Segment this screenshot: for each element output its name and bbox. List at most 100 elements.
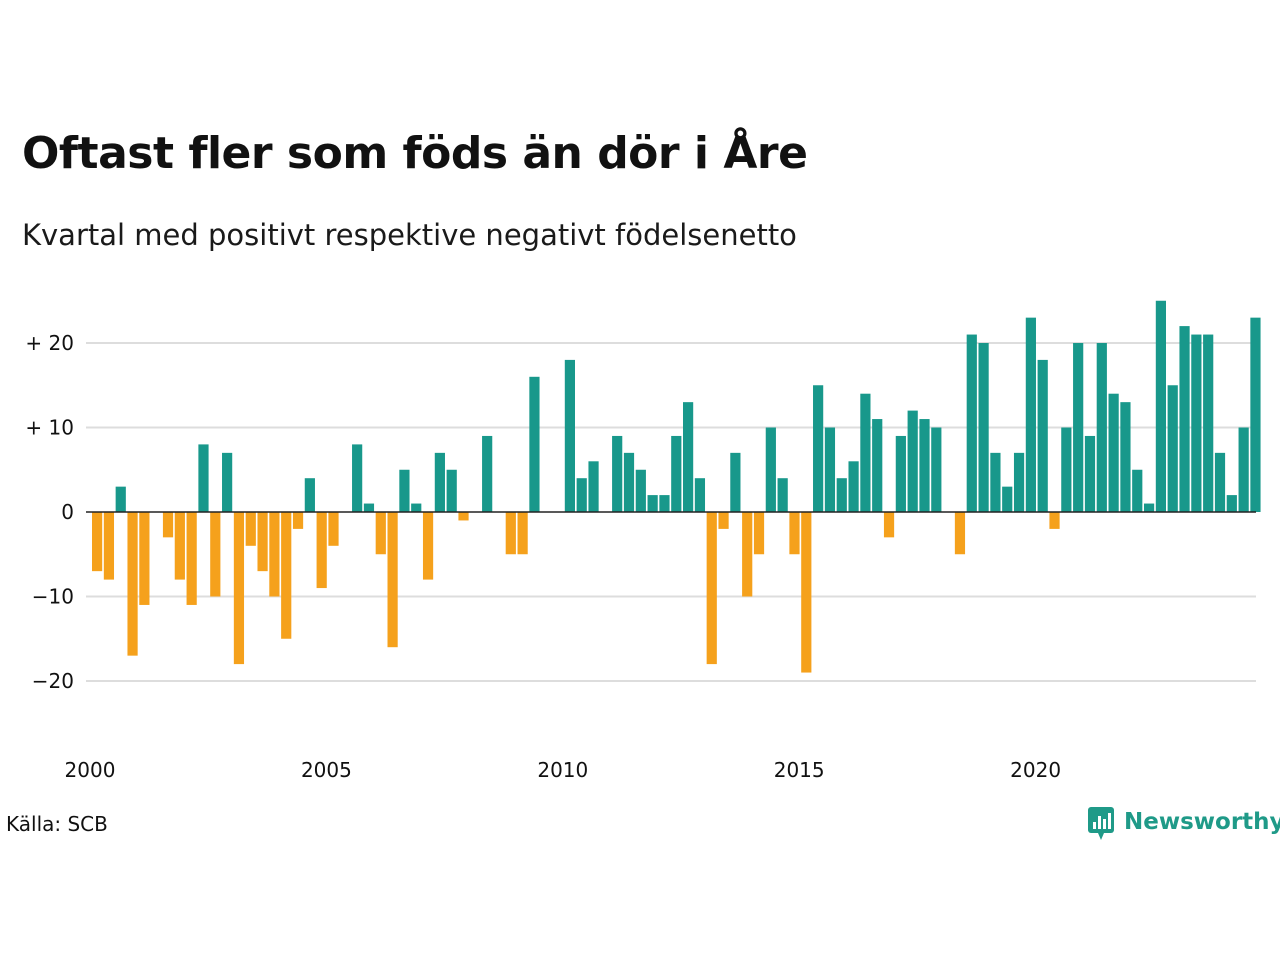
bar (954, 512, 966, 555)
bars (92, 300, 1261, 673)
bar (115, 486, 126, 512)
bar (316, 512, 327, 589)
brand-name: Newsworthy (1124, 809, 1280, 835)
bar (919, 419, 930, 512)
bar (210, 512, 221, 597)
bar (659, 495, 670, 512)
chart-bubble-icon (1088, 807, 1114, 840)
bar (777, 478, 788, 512)
bar (281, 512, 292, 639)
x-tick-label: 2010 (537, 758, 588, 782)
x-tick-label: 2000 (65, 758, 116, 782)
bar (529, 376, 540, 512)
bar (588, 461, 599, 512)
bar (257, 512, 268, 572)
bar (458, 512, 469, 521)
chart-title: Oftast fler som föds än dör i Åre (22, 128, 808, 179)
bar (671, 435, 682, 512)
bar (895, 435, 906, 512)
bar (1155, 300, 1166, 512)
bar (753, 512, 765, 555)
gridlines (86, 342, 1256, 682)
bar (127, 512, 138, 656)
bar (836, 478, 847, 512)
bar (1061, 427, 1072, 512)
y-tick-label: −20 (32, 669, 74, 693)
bar (907, 410, 918, 512)
x-axis-ticks: 2000 2005 2010 2015 2020 (65, 758, 1062, 782)
bar (1084, 435, 1096, 512)
bar (612, 435, 623, 512)
bar (978, 343, 989, 512)
bar (186, 512, 197, 605)
bar (446, 469, 457, 512)
bar (576, 478, 587, 512)
bar (706, 512, 717, 665)
bar (848, 461, 859, 512)
bar (198, 444, 209, 512)
bar (883, 512, 895, 538)
bar (482, 435, 493, 512)
bar (1132, 469, 1143, 512)
bar (1238, 427, 1249, 512)
bar (245, 512, 256, 546)
bar (1179, 326, 1190, 512)
bar (765, 427, 776, 512)
bar (363, 503, 375, 512)
bar (1013, 452, 1025, 512)
bar (1143, 503, 1155, 512)
x-tick-label: 2020 (1010, 758, 1061, 782)
bar (564, 359, 575, 512)
bar (411, 503, 422, 512)
bar (233, 512, 245, 665)
bar (387, 512, 398, 648)
bar (375, 512, 386, 555)
bar (1096, 343, 1107, 512)
bar (328, 512, 339, 546)
bar (292, 512, 304, 529)
y-axis-ticks: + 20 + 10 0 −10 −20 (25, 331, 74, 693)
bar (1002, 486, 1013, 512)
bar (801, 512, 812, 673)
newsworthy-logo: Newsworthy (1088, 804, 1280, 840)
bar (1250, 317, 1261, 512)
bar (1120, 402, 1131, 512)
bar (694, 478, 706, 512)
bar (635, 469, 646, 512)
y-tick-label: −10 (32, 585, 74, 609)
bar (304, 478, 315, 512)
bar (517, 512, 528, 555)
bar (813, 385, 824, 512)
bar (139, 512, 150, 605)
x-tick-label: 2005 (301, 758, 352, 782)
bar (399, 469, 410, 512)
bar (789, 512, 800, 555)
bar (872, 419, 883, 512)
bar (1226, 495, 1237, 512)
y-tick-label: + 10 (25, 416, 74, 440)
bar (1167, 385, 1178, 512)
bar (730, 452, 741, 512)
bar (92, 512, 103, 572)
bar (174, 512, 185, 580)
chart-subtitle: Kvartal med positivt respektive negativt… (22, 218, 797, 252)
bar (742, 512, 753, 597)
bar (505, 512, 516, 555)
bar (1037, 359, 1048, 512)
bar (931, 427, 942, 512)
bar (860, 393, 871, 512)
bar (1049, 512, 1060, 529)
bar (1108, 393, 1119, 512)
bar (269, 512, 280, 597)
bar (623, 452, 635, 512)
bar (222, 452, 233, 512)
bar (103, 512, 115, 580)
source-note: Källa: SCB (6, 812, 108, 836)
bar (1203, 334, 1214, 512)
bar (162, 512, 174, 538)
bar (1191, 334, 1202, 512)
bar (434, 452, 445, 512)
bar (966, 334, 977, 512)
bar (824, 427, 836, 512)
